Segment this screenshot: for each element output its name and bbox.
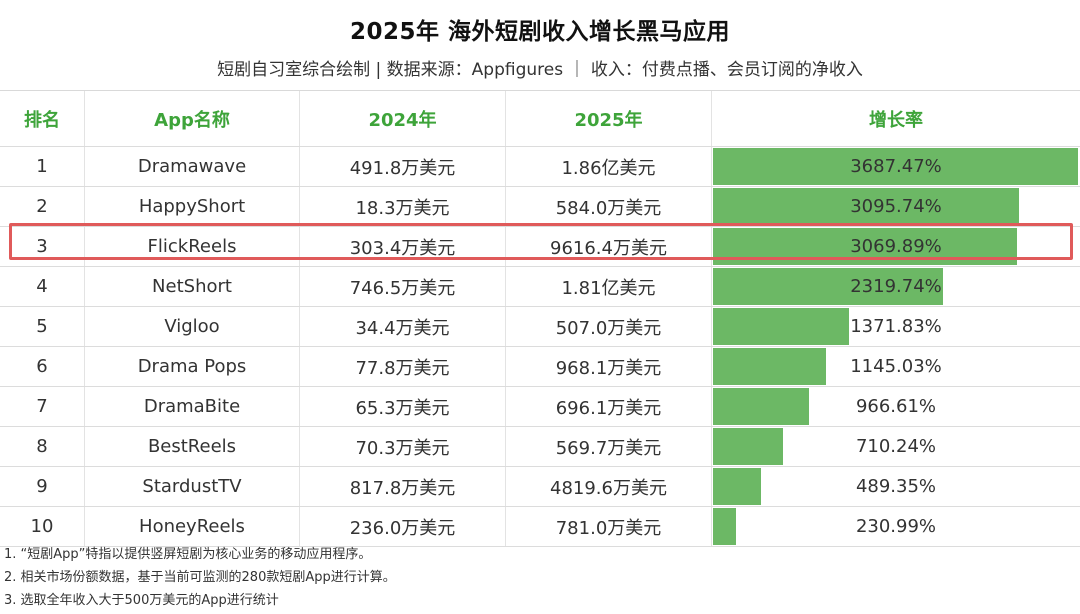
table-row: 8 BestReels 70.3万美元 569.7万美元 710.24%	[0, 427, 1080, 467]
growth-rate-label: 3069.89%	[850, 236, 942, 257]
revenue-2025-cell: 9616.4万美元	[506, 227, 712, 266]
footnote: 2. 相关市场份额数据，基于当前可监测的280款短剧App进行计算。	[4, 570, 396, 585]
rank-cell: 4	[0, 267, 85, 306]
revenue-2025-cell: 569.7万美元	[506, 427, 712, 466]
table-row: 7 DramaBite 65.3万美元 696.1万美元 966.61%	[0, 387, 1080, 427]
growth-rate-label: 3095.74%	[850, 196, 942, 217]
app-name-cell: Drama Pops	[85, 347, 300, 386]
revenue-2024-cell: 491.8万美元	[300, 147, 506, 186]
growth-rate-label: 1145.03%	[850, 356, 942, 377]
revenue-2025-cell: 781.0万美元	[506, 507, 712, 546]
rank-cell: 5	[0, 307, 85, 346]
page-title: 2025年 海外短剧收入增长黑马应用	[349, 19, 731, 45]
rank-cell: 8	[0, 427, 85, 466]
table-row: 1 Dramawave 491.8万美元 1.86亿美元 3687.47%	[0, 147, 1080, 187]
table-row: 10 HoneyReels 236.0万美元 781.0万美元 230.99%	[0, 507, 1080, 547]
rank-cell: 9	[0, 467, 85, 506]
table-row: 5 Vigloo 34.4万美元 507.0万美元 1371.83%	[0, 307, 1080, 347]
table-row: 4 NetShort 746.5万美元 1.81亿美元 2319.74%	[0, 267, 1080, 307]
growth-rate-cell: 966.61%	[712, 387, 1080, 426]
growth-rate-label: 2319.74%	[850, 276, 942, 297]
header-growth-rate: 增长率	[869, 109, 923, 131]
footnote: 1. “短剧App”特指以提供竖屏短剧为核心业务的移动应用程序。	[4, 547, 372, 562]
app-name-cell: NetShort	[85, 267, 300, 306]
revenue-2025-cell: 696.1万美元	[506, 387, 712, 426]
growth-rate-cell: 489.35%	[712, 467, 1080, 506]
revenue-2024-cell: 303.4万美元	[300, 227, 506, 266]
growth-rate-cell: 3069.89%	[712, 227, 1080, 266]
header-2025: 2025年	[506, 91, 712, 146]
footnotes: 1. “短剧App”特指以提供竖屏短剧为核心业务的移动应用程序。 2. 相关市场…	[4, 543, 1074, 612]
rank-cell: 1	[0, 147, 85, 186]
revenue-2024-cell: 817.8万美元	[300, 467, 506, 506]
growth-rate-cell: 230.99%	[712, 507, 1080, 546]
rank-cell: 3	[0, 227, 85, 266]
rank-cell: 10	[0, 507, 85, 546]
footnote: 3. 选取全年收入大于500万美元的App进行统计	[4, 593, 279, 608]
growth-rate-label: 1371.83%	[850, 316, 942, 337]
revenue-2024-cell: 236.0万美元	[300, 507, 506, 546]
growth-rate-label: 230.99%	[855, 516, 937, 537]
app-name-cell: StardustTV	[85, 467, 300, 506]
table-body: 1 Dramawave 491.8万美元 1.86亿美元 3687.47% 2 HappyS…	[0, 147, 1080, 547]
table-row: 6 Drama Pops 77.8万美元 968.1万美元 1145.03%	[0, 347, 1080, 387]
header-rank: 排名	[0, 91, 85, 146]
ranking-table: 排名 App名称 2024年 2025年 增长率 1 Dramawave 491.8…	[0, 90, 1080, 547]
growth-bar	[713, 468, 762, 505]
app-name-cell: HoneyReels	[85, 507, 300, 546]
revenue-2024-cell: 34.4万美元	[300, 307, 506, 346]
growth-rate-label: 489.35%	[855, 476, 937, 497]
growth-bar	[713, 148, 1078, 185]
app-name-cell: Dramawave	[85, 147, 300, 186]
growth-bar	[713, 348, 827, 385]
growth-bar	[713, 388, 809, 425]
growth-bar	[713, 508, 736, 545]
header-2024: 2024年	[300, 91, 506, 146]
table-row: 9 StardustTV 817.8万美元 4819.6万美元 489.35%	[0, 467, 1080, 507]
rank-cell: 2	[0, 187, 85, 226]
revenue-2025-cell: 968.1万美元	[506, 347, 712, 386]
rank-cell: 7	[0, 387, 85, 426]
growth-rate-cell: 3687.47%	[712, 147, 1080, 186]
growth-bar	[713, 428, 784, 465]
growth-rate-cell: 1371.83%	[712, 307, 1080, 346]
app-name-cell: Vigloo	[85, 307, 300, 346]
revenue-2025-cell: 1.86亿美元	[506, 147, 712, 186]
app-name-cell: FlickReels	[85, 227, 300, 266]
growth-rate-label: 3687.47%	[850, 156, 942, 177]
header-app-name: App名称	[85, 91, 300, 146]
growth-rate-cell: 710.24%	[712, 427, 1080, 466]
growth-bar	[713, 188, 1020, 225]
revenue-2025-cell: 4819.6万美元	[506, 467, 712, 506]
growth-bar	[713, 308, 849, 345]
growth-rate-cell: 3095.74%	[712, 187, 1080, 226]
revenue-2024-cell: 77.8万美元	[300, 347, 506, 386]
growth-rate-cell: 1145.03%	[712, 347, 1080, 386]
growth-rate-label: 966.61%	[855, 396, 937, 417]
revenue-2024-cell: 18.3万美元	[300, 187, 506, 226]
revenue-2025-cell: 584.0万美元	[506, 187, 712, 226]
growth-bar	[713, 268, 943, 305]
app-name-cell: DramaBite	[85, 387, 300, 426]
revenue-2024-cell: 65.3万美元	[300, 387, 506, 426]
table-row: 3 FlickReels 303.4万美元 9616.4万美元 3069.89%	[0, 227, 1080, 267]
growth-rate-cell: 2319.74%	[712, 267, 1080, 306]
table-row: 2 HappyShort 18.3万美元 584.0万美元 3095.74%	[0, 187, 1080, 227]
table-header-row: 排名 App名称 2024年 2025年 增长率	[0, 91, 1080, 147]
rank-cell: 6	[0, 347, 85, 386]
page-subtitle: 短剧自习室综合绘制 | 数据来源：Appfigures ｜ 收入：付费点播、会员…	[217, 60, 863, 80]
growth-rate-label: 710.24%	[855, 436, 937, 457]
app-name-cell: HappyShort	[85, 187, 300, 226]
revenue-2024-cell: 746.5万美元	[300, 267, 506, 306]
app-name-cell: BestReels	[85, 427, 300, 466]
revenue-2024-cell: 70.3万美元	[300, 427, 506, 466]
revenue-2025-cell: 1.81亿美元	[506, 267, 712, 306]
revenue-2025-cell: 507.0万美元	[506, 307, 712, 346]
